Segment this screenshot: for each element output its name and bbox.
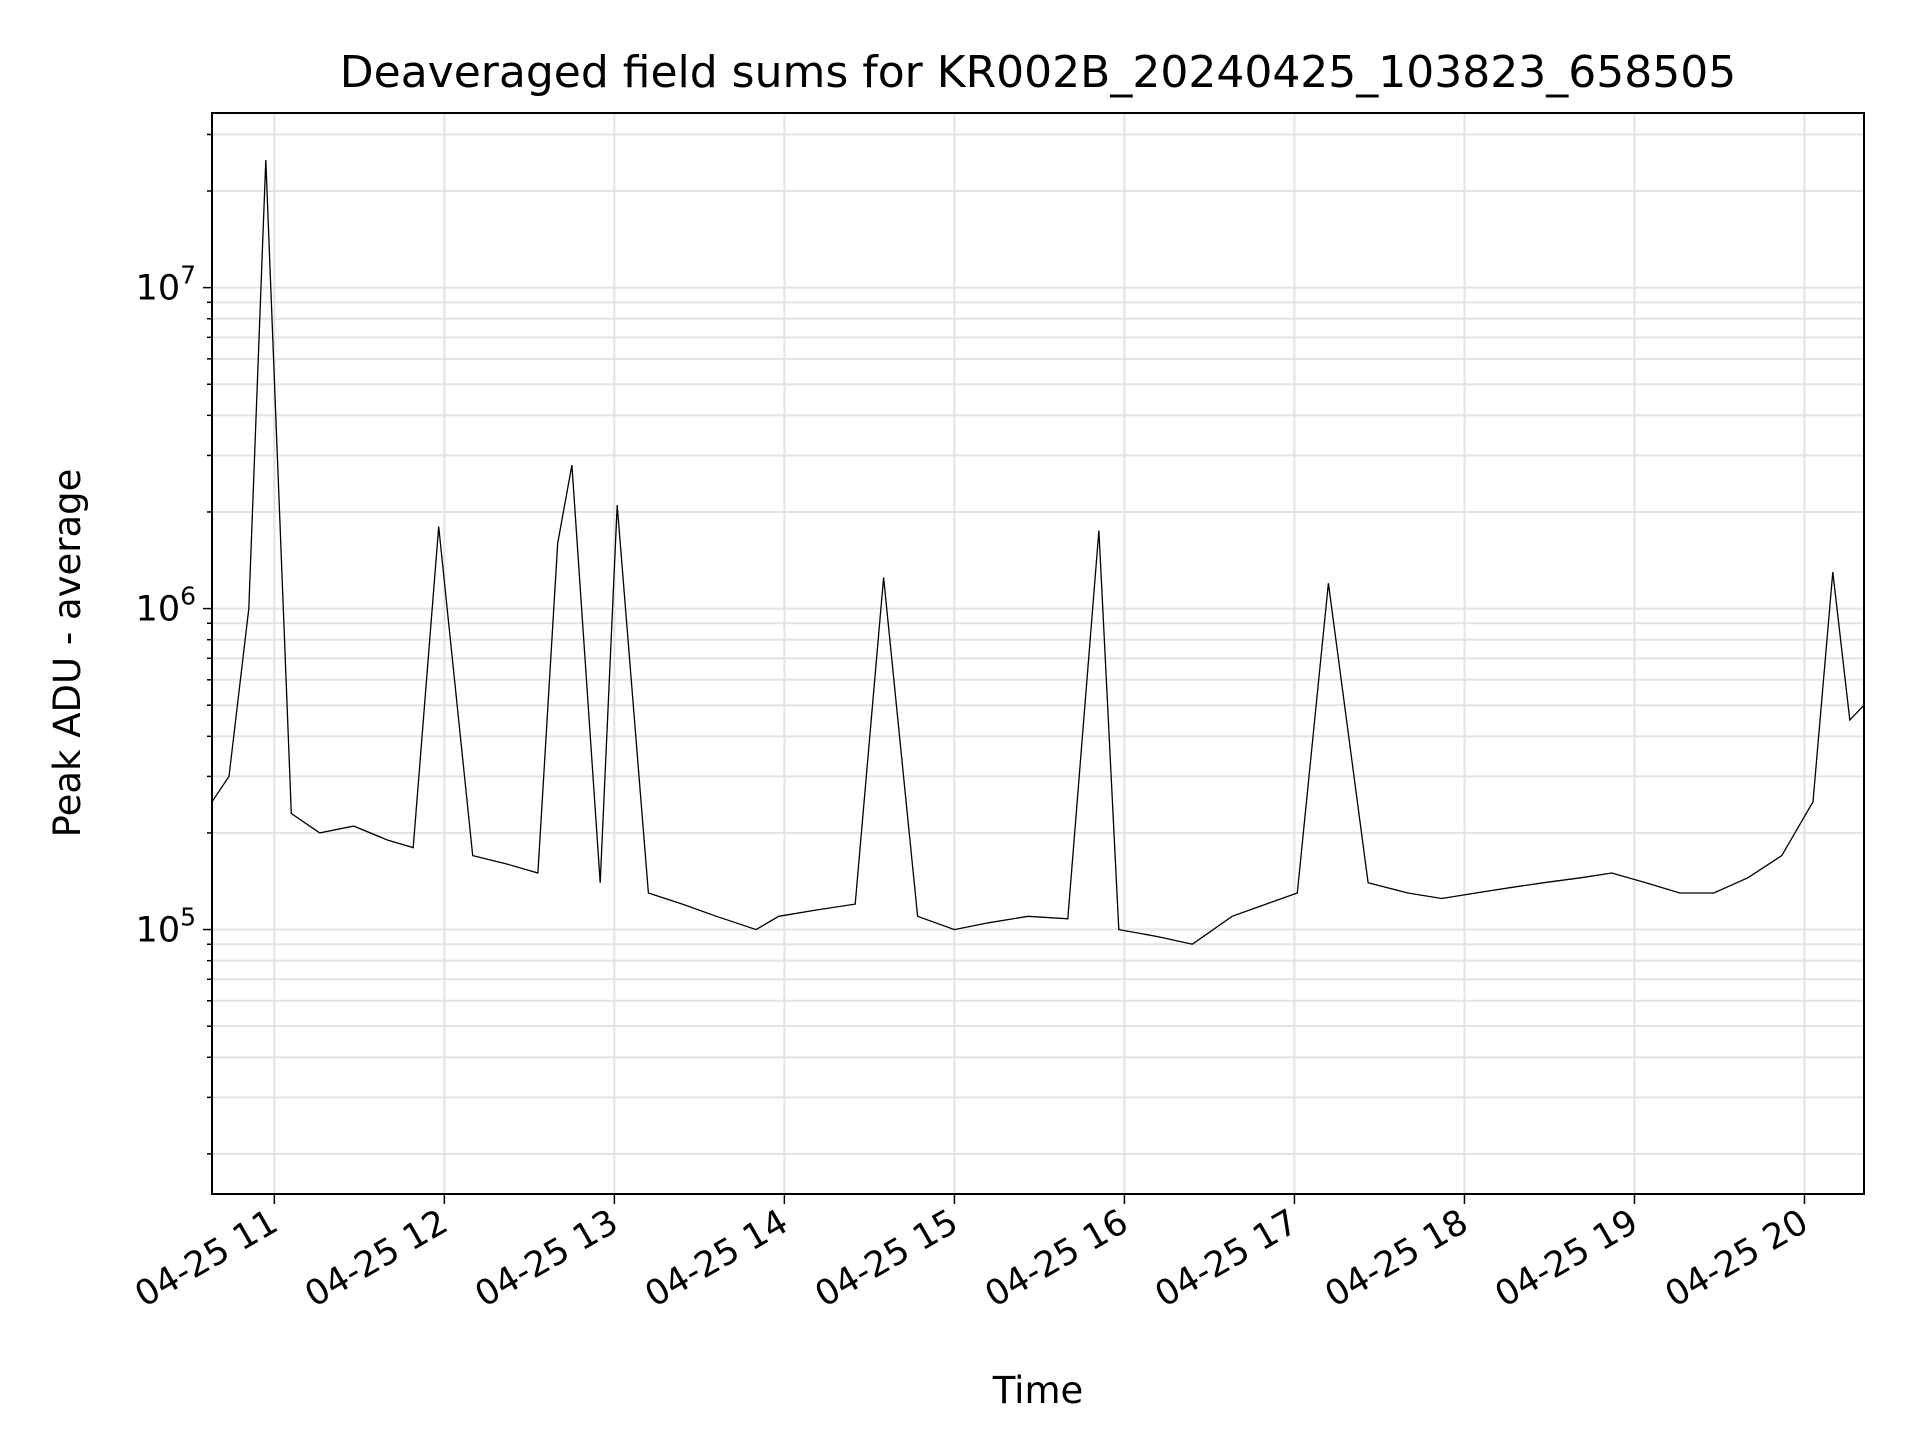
y-tick-label: 107: [136, 261, 196, 309]
x-tick-label: 04-25 12: [299, 1202, 455, 1315]
x-tick-label: 04-25 17: [1149, 1202, 1305, 1315]
x-tick-label: 04-25 15: [809, 1202, 965, 1315]
y-tick-base: 10: [136, 269, 181, 309]
x-tick-label: 04-25 19: [1489, 1202, 1645, 1315]
x-tick-label: 04-25 11: [129, 1202, 285, 1315]
series-line-group: [211, 159, 1865, 945]
y-tick-label: 106: [136, 582, 196, 630]
series-line: [211, 159, 1865, 945]
x-tick-label: 04-25 13: [469, 1202, 625, 1315]
y-tick-exponent: 7: [180, 261, 196, 290]
x-tick-label: 04-25 20: [1659, 1202, 1815, 1315]
ticks: 04-25 11 04-25 12 04-25 13 04-25 14 04-25 15…: [129, 133, 1815, 1315]
y-tick-base: 10: [136, 911, 181, 951]
y-tick-base: 10: [136, 590, 181, 630]
y-axis-label: Peak ADU - average: [46, 469, 89, 838]
x-tick-label: 04-25 14: [639, 1202, 795, 1315]
y-tick-exponent: 5: [180, 903, 196, 932]
chart-title: Deaveraged field sums for KR002B_2024042…: [340, 47, 1736, 98]
x-axis-label: Time: [992, 1369, 1084, 1412]
y-tick-exponent: 6: [180, 582, 196, 611]
plot-frame: [211, 112, 1865, 1195]
y-tick-label: 105: [136, 903, 196, 951]
x-tick-label: 04-25 16: [979, 1202, 1135, 1315]
x-tick-label: 04-25 18: [1319, 1202, 1475, 1315]
grid: [212, 113, 1864, 1194]
